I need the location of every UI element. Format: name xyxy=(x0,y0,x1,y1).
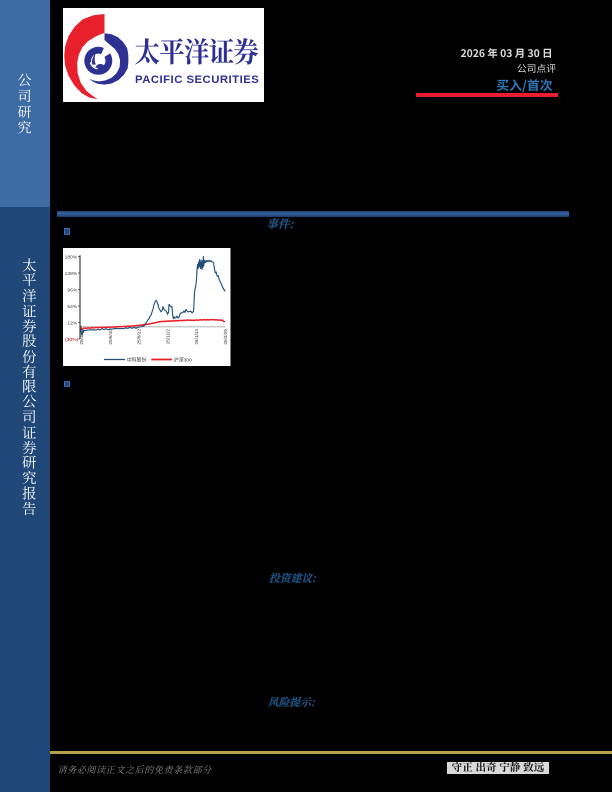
svg-text:沪深300: 沪深300 xyxy=(174,356,192,363)
svg-text:96%: 96% xyxy=(67,287,77,293)
svg-text:25/6/10: 25/6/10 xyxy=(108,329,113,345)
svg-text:26/1/13: 26/1/13 xyxy=(194,329,199,345)
svg-text:(30%): (30%) xyxy=(65,337,78,343)
svg-text:180%: 180% xyxy=(65,254,78,260)
svg-text:25/8/22: 25/8/22 xyxy=(137,329,142,345)
svg-text:138%: 138% xyxy=(65,271,78,277)
svg-text:12%: 12% xyxy=(67,320,77,326)
svg-text:26/3/26: 26/3/26 xyxy=(223,329,228,345)
svg-text:54%: 54% xyxy=(67,304,77,310)
svg-text:25/3/28: 25/3/28 xyxy=(79,329,84,345)
svg-text:25/11/2: 25/11/2 xyxy=(165,329,170,345)
svg-text:中科股份: 中科股份 xyxy=(127,356,147,363)
